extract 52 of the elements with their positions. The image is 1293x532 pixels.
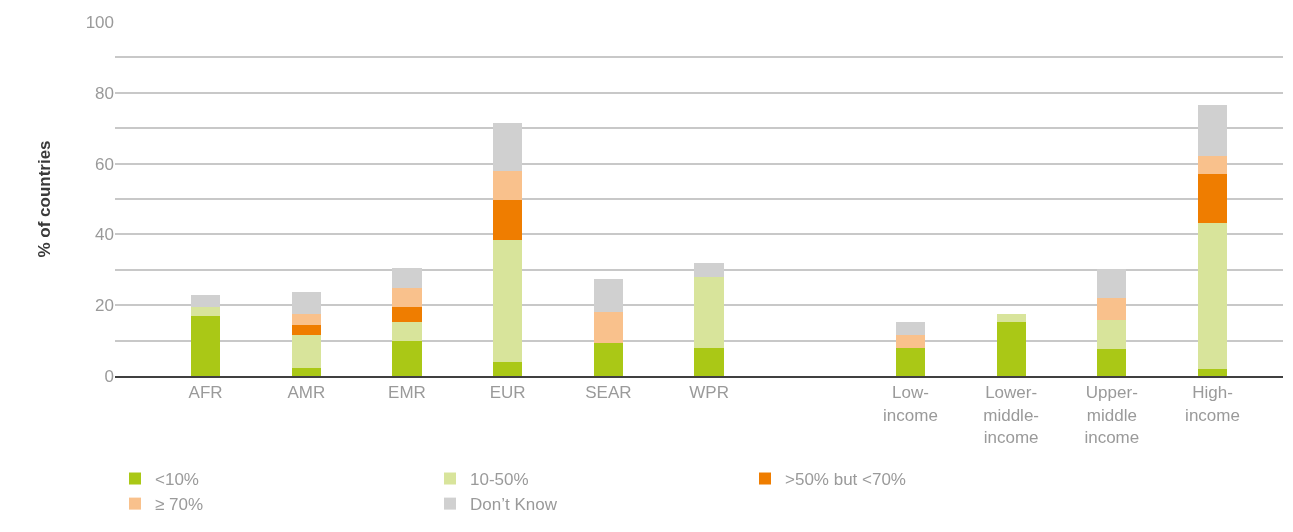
- y-tick-label: 0: [104, 366, 114, 386]
- bar: [291, 324, 321, 336]
- bar: [1097, 320, 1127, 350]
- bar: [493, 361, 523, 376]
- bar: [895, 348, 926, 376]
- legend-label: 10-50%: [470, 470, 529, 490]
- x-tick-label: EMR: [388, 383, 426, 403]
- y-tick-label: 40: [95, 225, 114, 245]
- bar: [191, 306, 221, 316]
- bar: [593, 342, 623, 376]
- bar: [996, 314, 1026, 322]
- x-tick-label: Upper- middle income: [1084, 383, 1140, 447]
- x-tick-label: SEAR: [585, 383, 632, 403]
- bar: [694, 277, 724, 349]
- bar: [392, 287, 422, 307]
- bar: [392, 321, 422, 341]
- y-axis-title: % of countries: [35, 140, 55, 258]
- bar: [1197, 156, 1228, 174]
- legend-label: <10%: [155, 470, 199, 490]
- bar: [392, 340, 422, 376]
- x-tick-label: AMR: [287, 383, 326, 403]
- x-tick-label: High- income: [1185, 383, 1240, 425]
- bar: [1197, 369, 1228, 376]
- x-tick-label: Lower- middle- income: [983, 383, 1040, 447]
- y-tick-label: 60: [95, 154, 114, 174]
- bar: [493, 171, 523, 201]
- x-tick-label: Low- income: [883, 383, 938, 425]
- bar: [493, 200, 523, 241]
- bar: [1197, 173, 1228, 224]
- bar: [291, 314, 321, 325]
- y-tick-label: 80: [95, 83, 114, 103]
- bar: [1097, 349, 1127, 376]
- bar: [593, 311, 623, 343]
- x-tick-label: WPR: [689, 383, 729, 403]
- bar: [392, 306, 422, 322]
- legend-label: ≥ 70%: [155, 495, 204, 515]
- bar: [291, 367, 321, 376]
- bar: [291, 335, 321, 368]
- x-tick-label: EUR: [489, 383, 526, 403]
- y-tick-label: 20: [95, 296, 114, 316]
- x-tick-label: AFR: [188, 383, 223, 403]
- legend-label: Don’t Know: [470, 495, 558, 515]
- bar: [191, 315, 221, 376]
- legend-label: >50% but <70%: [785, 470, 906, 490]
- bar: [1097, 298, 1127, 321]
- bar: [694, 348, 724, 376]
- bar: [493, 240, 523, 362]
- bar: [1197, 223, 1228, 370]
- bar: [996, 321, 1026, 376]
- bar: [895, 321, 926, 336]
- y-tick-label: 100: [85, 12, 114, 32]
- bar: [895, 335, 926, 349]
